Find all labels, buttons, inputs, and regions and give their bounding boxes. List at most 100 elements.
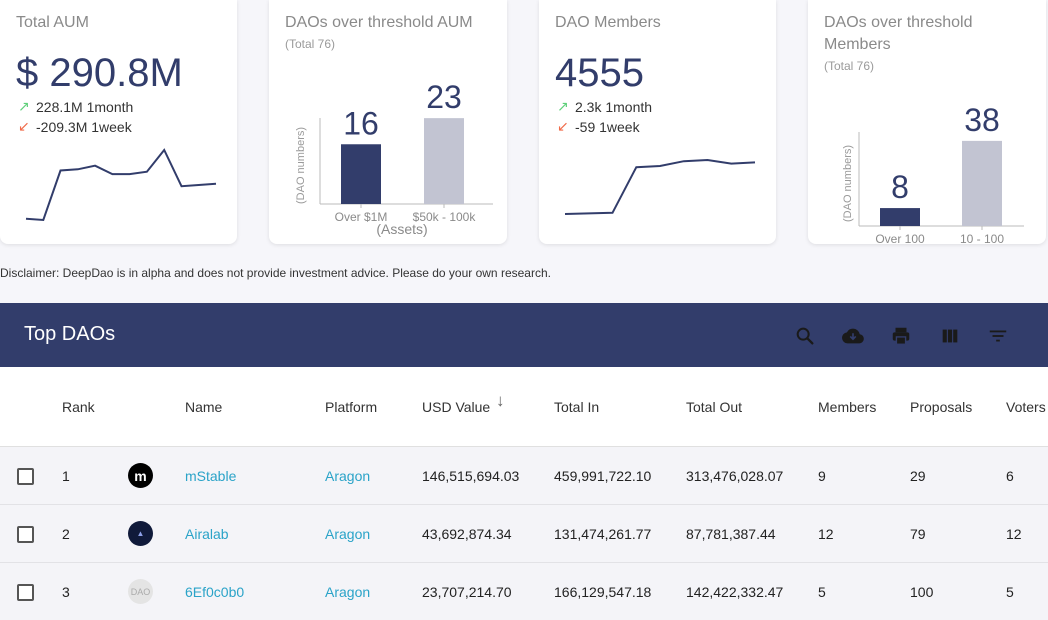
col-header-name[interactable]: Name: [185, 399, 223, 415]
row-voters: 6: [1006, 468, 1014, 484]
table-toolbar: Top DAOs: [0, 303, 1048, 367]
trend-up-arrow-icon: ↗: [18, 98, 30, 114]
trend-up-arrow-icon: ↗: [557, 98, 569, 114]
aum-chart-xlabel: (Assets): [376, 221, 427, 237]
row-total-in: 459,991,722.10: [554, 468, 652, 484]
trend-down-arrow-icon: ↙: [557, 118, 569, 134]
col-header-platform[interactable]: Platform: [325, 399, 378, 415]
daos-threshold-aum-subtitle: (Total 76): [285, 37, 336, 51]
daos-threshold-members-subtitle: (Total 76): [824, 59, 875, 73]
col-header-total-out[interactable]: Total Out: [686, 399, 743, 415]
row-total-in: 166,129,547.18: [554, 584, 652, 600]
dao-members-value: 4555: [555, 51, 644, 95]
col-header-voters[interactable]: Voters: [1006, 399, 1046, 415]
dao-members-card: DAO Members 4555 ↗ 2.3k 1month ↙ -59 1we…: [539, 0, 776, 244]
row-select-checkbox[interactable]: [17, 584, 34, 601]
table-column-headers: Rank Name Platform USD Value ↓ Total In …: [0, 367, 1048, 447]
members-chart-category-10-100: 10 - 100: [960, 232, 1004, 244]
table-title: Top DAOs: [24, 323, 116, 345]
col-header-usd-value[interactable]: USD Value: [422, 399, 491, 415]
col-header-proposals[interactable]: Proposals: [910, 399, 973, 415]
mstable-logo-icon: m: [128, 463, 153, 488]
total-aum-trend-up-text: 228.1M 1month: [36, 98, 134, 115]
members-bar-value-10-100: 38: [964, 102, 1000, 138]
row-name-link[interactable]: 6Ef0c0b0: [185, 584, 245, 600]
table-row[interactable]: 3 DAO 6Ef0c0b0 Aragon 23,707,214.70 166,…: [0, 563, 1048, 620]
row-voters: 12: [1006, 526, 1022, 542]
aum-bar-chart: 16 23 Over $1M $50k - 100k (Assets) (DAO…: [295, 79, 493, 237]
daos-threshold-members-title-line2: Members: [824, 36, 891, 53]
dao-members-trend-up: ↗ 2.3k 1month: [557, 98, 652, 115]
row-members: 9: [818, 468, 826, 484]
row-proposals: 29: [910, 468, 926, 484]
print-icon[interactable]: [890, 325, 912, 347]
total-aum-sparkline-line: [25, 148, 217, 222]
row-members: 12: [818, 526, 834, 542]
trend-down-arrow-icon: ↙: [18, 118, 30, 134]
filter-list-icon[interactable]: [987, 325, 1009, 347]
dao-members-trend-down-text: -59 1week: [575, 118, 640, 135]
daos-threshold-aum-card: DAOs over threshold AUM (Total 76) 16 23…: [269, 0, 507, 244]
daos-threshold-members-title-line1: DAOs over threshold: [824, 14, 973, 31]
row-usd-value: 23,707,214.70: [422, 584, 512, 600]
row-rank: 1: [62, 468, 70, 484]
sort-arrow-down-icon[interactable]: ↓: [496, 391, 505, 410]
daos-threshold-aum-title: DAOs over threshold AUM: [285, 14, 473, 31]
row-members: 5: [818, 584, 826, 600]
members-bar-10-100: [962, 140, 1002, 226]
row-select-checkbox[interactable]: [17, 526, 34, 543]
total-aum-trend-up: ↗ 228.1M 1month: [18, 98, 133, 115]
members-bar-chart: 8 38 Over 100 10 - 100 (DAO numbers): [842, 102, 1024, 244]
search-icon[interactable]: [794, 325, 816, 347]
aum-chart-category-50k-100k: $50k - 100k: [413, 210, 477, 224]
members-bar-over-100: [880, 208, 920, 226]
total-aum-trend-down-text: -209.3M 1week: [36, 118, 132, 135]
row-name-link[interactable]: Airalab: [185, 526, 229, 542]
table-row[interactable]: 2 ▲ Airalab Aragon 43,692,874.34 131,474…: [0, 505, 1048, 563]
row-platform-link[interactable]: Aragon: [325, 468, 371, 484]
row-usd-value: 146,515,694.03: [422, 468, 520, 484]
aum-chart-ylabel-text: (DAO numbers): [295, 127, 307, 204]
total-aum-title: Total AUM: [16, 14, 89, 31]
disclaimer-text: Disclaimer: DeepDao is in alpha and does…: [0, 266, 551, 280]
total-aum-sparkline: [25, 148, 217, 222]
row-proposals: 79: [910, 526, 926, 542]
aum-bar-50k-100k: [424, 118, 464, 204]
dao-members-sparkline: [564, 158, 756, 215]
col-header-total-in[interactable]: Total In: [554, 399, 600, 415]
daos-threshold-members-title: DAOs over threshold Members: [824, 12, 973, 56]
members-chart-ylabel: (DAO numbers): [842, 145, 854, 222]
dao-placeholder-logo-icon: DAO: [128, 579, 153, 604]
row-voters: 5: [1006, 584, 1014, 600]
members-chart-category-over-100: Over 100: [875, 232, 925, 244]
col-header-rank[interactable]: Rank: [62, 399, 95, 415]
row-proposals: 100: [910, 584, 934, 600]
view-column-icon[interactable]: [939, 325, 961, 347]
aum-chart-category-over-1m: Over $1M: [335, 210, 388, 224]
total-aum-card: Total AUM $ 290.8M ↗ 228.1M 1month ↙ -20…: [0, 0, 237, 244]
col-header-members[interactable]: Members: [818, 399, 877, 415]
airalab-logo-icon: ▲: [128, 521, 153, 546]
cloud-download-icon[interactable]: [842, 325, 864, 347]
members-bar-value-over-100: 8: [891, 169, 909, 205]
row-usd-value: 43,692,874.34: [422, 526, 512, 542]
dao-members-title: DAO Members: [555, 14, 661, 31]
row-total-out: 87,781,387.44: [686, 526, 776, 542]
row-select-checkbox[interactable]: [17, 468, 34, 485]
row-name-link[interactable]: mStable: [185, 468, 237, 484]
aum-bar-over-1m: [341, 144, 381, 204]
aum-bar-value-50k-100k: 23: [426, 79, 462, 115]
daos-threshold-members-card: DAOs over threshold Members (Total 76) 8…: [808, 0, 1046, 244]
dao-members-trend-down: ↙ -59 1week: [557, 118, 640, 135]
aum-bar-value-over-1m: 16: [343, 105, 379, 141]
total-aum-value: $ 290.8M: [16, 51, 183, 95]
row-total-out: 142,422,332.47: [686, 584, 784, 600]
row-rank: 3: [62, 584, 70, 600]
row-platform-link[interactable]: Aragon: [325, 584, 371, 600]
dao-members-trend-up-text: 2.3k 1month: [575, 98, 653, 115]
row-platform-link[interactable]: Aragon: [325, 526, 371, 542]
row-total-out: 313,476,028.07: [686, 468, 784, 484]
table-row[interactable]: 1 m mStable Aragon 146,515,694.03 459,99…: [0, 447, 1048, 505]
dao-members-sparkline-line: [564, 158, 756, 215]
row-rank: 2: [62, 526, 70, 542]
